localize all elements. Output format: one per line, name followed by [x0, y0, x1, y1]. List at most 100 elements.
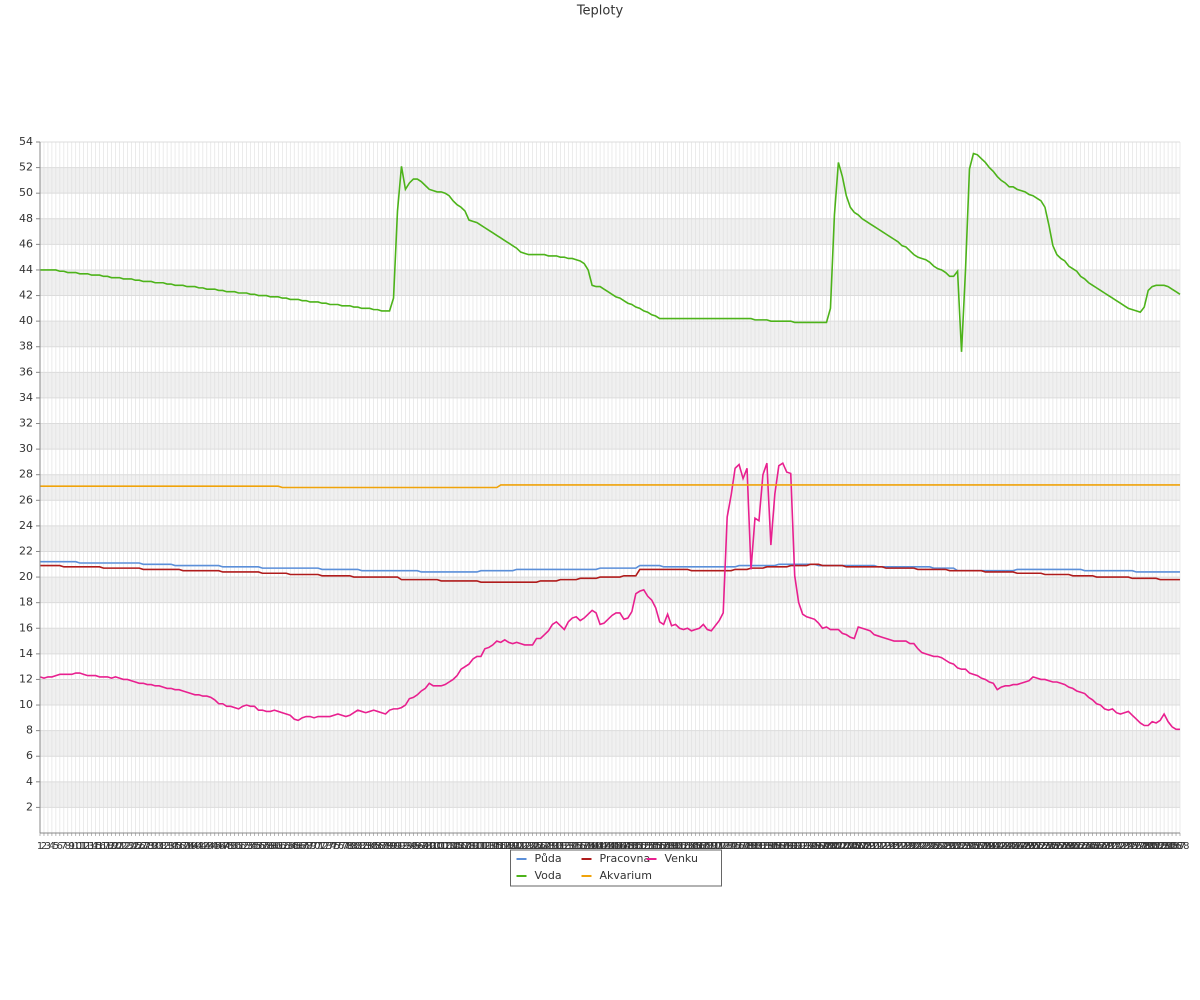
series-line — [40, 484, 1180, 489]
x-tick-label: 248 — [1012, 841, 1031, 852]
y-tick-label: 36 — [19, 365, 33, 378]
x-tick-label: 239 — [976, 841, 995, 852]
x-tick-label: 45 — [208, 841, 221, 852]
x-tick-label: 175 — [722, 841, 741, 852]
x-tick-label: 118 — [495, 841, 514, 852]
x-tick-label: 286 — [1163, 841, 1182, 852]
x-tick-label: 61 — [272, 841, 285, 852]
x-tick-label: 200 — [821, 841, 840, 852]
x-tick-label: 101 — [428, 841, 447, 852]
x-tick-label: 2 — [41, 841, 47, 852]
x-tick-label: 130 — [543, 841, 562, 852]
x-tick-label: 107 — [451, 841, 470, 852]
x-tick-label: 178 — [734, 841, 753, 852]
legend-label: Akvarium — [600, 869, 652, 882]
x-tick-label: 163 — [674, 841, 693, 852]
x-tick-label: 85 — [367, 841, 380, 852]
x-tick-label: 134 — [559, 841, 578, 852]
grid-band — [40, 730, 1180, 757]
x-tick-label: 19 — [105, 841, 118, 852]
x-tick-label: 16 — [93, 841, 106, 852]
x-tick-label: 27 — [137, 841, 150, 852]
x-tick-label: 102 — [432, 841, 451, 852]
x-tick-label: 223 — [912, 841, 931, 852]
x-tick-label: 195 — [801, 841, 820, 852]
x-tick-label: 98 — [419, 841, 432, 852]
x-tick-label: 270 — [1099, 841, 1118, 852]
x-tick-label: 214 — [877, 841, 896, 852]
x-tick-label: 72 — [316, 841, 329, 852]
x-tick-label: 207 — [849, 841, 868, 852]
x-tick-label: 28 — [141, 841, 154, 852]
y-tick-label: 26 — [19, 493, 33, 506]
x-tick-label: 252 — [1027, 841, 1046, 852]
x-tick-label: 120 — [503, 841, 522, 852]
x-tick-label: 181 — [745, 841, 764, 852]
x-tick-label: 240 — [980, 841, 999, 852]
x-tick-label: 189 — [777, 841, 796, 852]
x-tick-label: 201 — [825, 841, 844, 852]
x-tick-label: 34 — [165, 841, 178, 852]
series-line — [40, 560, 1180, 573]
x-tick-label: 91 — [391, 841, 404, 852]
series-line — [39, 462, 1180, 731]
x-tick-label: 131 — [547, 841, 566, 852]
x-tick-label: 64 — [284, 841, 297, 852]
x-tick-label: 82 — [355, 841, 368, 852]
x-tick-label: 141 — [587, 841, 606, 852]
x-tick-label: 51 — [232, 841, 245, 852]
x-tick-label: 12 — [77, 841, 90, 852]
x-tick-label: 92 — [395, 841, 408, 852]
x-tick-label: 43 — [200, 841, 213, 852]
x-tick-label: 73 — [320, 841, 333, 852]
x-tick-label: 127 — [531, 841, 550, 852]
x-tick-label: 230 — [940, 841, 959, 852]
x-tick-label: 173 — [714, 841, 733, 852]
x-tick-label: 254 — [1035, 841, 1054, 852]
x-tick-label: 44 — [204, 841, 217, 852]
x-tick-label: 35 — [169, 841, 182, 852]
legend-box — [510, 849, 722, 887]
x-tick-label: 257 — [1047, 841, 1066, 852]
y-tick-label: 46 — [19, 237, 33, 250]
grid-band — [40, 577, 1180, 603]
legend-label: Půda — [535, 852, 562, 865]
x-tick-label: 268 — [1091, 841, 1110, 852]
y-tick-label: 44 — [19, 263, 33, 276]
x-tick-label: 199 — [817, 841, 836, 852]
x-tick-label: 31 — [153, 841, 166, 852]
x-tick-label: 216 — [884, 841, 903, 852]
x-tick-label: 48 — [220, 841, 233, 852]
x-tick-label: 1 — [37, 841, 43, 852]
chart-title: Teploty — [576, 4, 624, 19]
x-tick-label: 281 — [1143, 841, 1162, 852]
x-tick-label: 218 — [892, 841, 911, 852]
x-tick-label: 157 — [650, 841, 669, 852]
x-tick-label: 160 — [662, 841, 681, 852]
x-tick-label: 266 — [1083, 841, 1102, 852]
x-tick-label: 228 — [932, 841, 951, 852]
x-tick-label: 185 — [761, 841, 780, 852]
x-tick-label: 235 — [960, 841, 979, 852]
x-tick-label: 183 — [753, 841, 772, 852]
x-tick-label: 210 — [861, 841, 880, 852]
x-tick-label: 133 — [555, 841, 574, 852]
x-tick-label: 109 — [459, 841, 478, 852]
x-tick-label: 166 — [686, 841, 705, 852]
x-tick-label: 90 — [387, 841, 400, 852]
x-tick-label: 33 — [161, 841, 174, 852]
y-tick-label: 32 — [19, 417, 33, 430]
x-tick-label: 4 — [49, 841, 55, 852]
x-tick-label: 67 — [296, 841, 309, 852]
x-tick-label: 8 — [65, 841, 71, 852]
x-tick-label: 36 — [173, 841, 186, 852]
x-tick-label: 60 — [268, 841, 281, 852]
x-tick-label: 128 — [535, 841, 554, 852]
x-tick-label: 23 — [121, 841, 134, 852]
x-tick-label: 191 — [785, 841, 804, 852]
x-tick-label: 164 — [678, 841, 697, 852]
y-tick-label: 22 — [19, 544, 33, 557]
x-tick-label: 78 — [339, 841, 352, 852]
x-tick-label: 117 — [491, 841, 510, 852]
x-tick-label: 167 — [690, 841, 709, 852]
